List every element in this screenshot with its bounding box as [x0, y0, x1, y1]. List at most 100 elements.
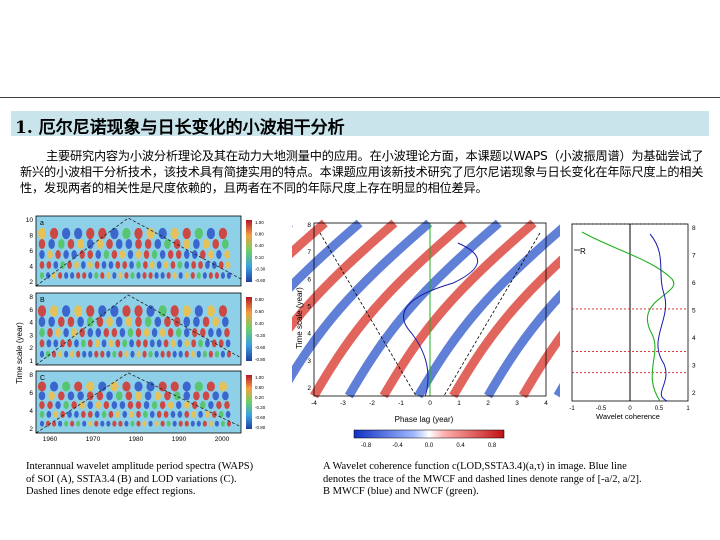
waps-blob — [82, 272, 87, 279]
waps-blob — [190, 350, 195, 358]
waps-colorbar-tick: 1.00 — [255, 375, 264, 380]
waps-blob — [143, 339, 148, 348]
coherence-figure-svg: 8 7 6 5 4 3 2 -4 -3 -2 -1 0 1 2 3 4 Time scale (year) P… — [292, 219, 560, 449]
waps-blob — [158, 305, 167, 317]
waps-blob — [142, 272, 147, 279]
mwcf-y-tick: 3 — [692, 363, 696, 370]
waps-blob — [106, 316, 113, 327]
waps-blob — [226, 272, 232, 279]
coherence-band — [310, 219, 467, 399]
top-rule — [0, 97, 720, 98]
waps-y-tick: 1 — [29, 358, 33, 365]
waps-blob — [37, 381, 47, 392]
waps-blob — [81, 261, 86, 269]
mwcf-x-tick: -0.5 — [596, 406, 607, 412]
waps-blob — [135, 316, 142, 327]
waps-colorbar-tick: 1.00 — [255, 220, 264, 225]
waps-blob — [100, 420, 105, 427]
waps-blob — [37, 305, 47, 317]
waps-colorbar-tick: 0.40 — [255, 243, 264, 248]
waps-blob — [175, 250, 182, 259]
waps-blob — [48, 316, 55, 327]
waps-blob — [208, 401, 214, 410]
waps-blob — [146, 227, 155, 240]
waps-blob — [167, 327, 174, 338]
waps-blob — [196, 350, 201, 358]
waps-blob — [106, 238, 113, 250]
waps-blob — [146, 381, 155, 392]
waps-blob — [194, 381, 203, 392]
coherence-x-label: Phase lag (year) — [395, 415, 454, 424]
coherence-x-tick: -4 — [311, 400, 317, 407]
waps-blob — [74, 381, 83, 392]
waps-blob — [200, 401, 206, 410]
waps-colorbar — [246, 220, 252, 282]
mwcf-figure: 8 7 6 5 4 3 2 -1 -0.5 0 0.5 1 R Wavelet coherence — [566, 218, 712, 423]
waps-blob — [127, 401, 134, 410]
waps-blob — [96, 391, 104, 401]
coherence-y-tick: 5 — [307, 304, 311, 311]
waps-blob — [67, 238, 75, 250]
coherence-x-tick: 0 — [428, 400, 432, 407]
coherence-y-tick: 2 — [307, 385, 311, 392]
waps-blob — [143, 327, 150, 338]
waps-blob — [39, 410, 45, 418]
waps-blob — [191, 261, 196, 269]
waps-blob — [154, 350, 159, 358]
waps-blob — [202, 272, 207, 279]
waps-blob — [77, 316, 84, 327]
waps-blob — [135, 327, 142, 338]
waps-blob — [129, 261, 134, 269]
waps-blob — [135, 391, 142, 401]
waps-blob — [100, 272, 105, 279]
waps-colorbar-tick: 0.20 — [255, 395, 264, 400]
waps-blob — [158, 381, 167, 392]
waps-blob — [45, 350, 51, 358]
waps-blob — [71, 327, 77, 338]
waps-blob — [46, 410, 52, 418]
waps-blob — [110, 227, 119, 240]
waps-blob — [39, 261, 45, 269]
waps-blob — [88, 350, 93, 358]
waps-blob — [94, 350, 99, 358]
waps-blob — [76, 350, 81, 358]
waps-blob — [115, 339, 121, 348]
waps-blob — [184, 327, 190, 338]
waps-blob — [134, 305, 143, 317]
waps-blob — [79, 250, 85, 259]
waps-blob — [106, 272, 111, 279]
caption-right-line: A Wavelet coherence function c(LOD,SSTA3… — [323, 461, 627, 472]
coherence-x-tick: 1 — [457, 400, 461, 407]
waps-blob — [218, 381, 228, 392]
waps-blob — [130, 272, 135, 279]
waps-blob — [136, 420, 141, 427]
waps-blob — [39, 327, 45, 338]
waps-blob — [183, 316, 191, 327]
waps-blob — [184, 261, 190, 269]
waps-blob — [146, 305, 155, 317]
waps-blob — [143, 401, 150, 410]
waps-blob — [224, 401, 230, 410]
waps-blob — [64, 350, 69, 358]
waps-blob — [127, 327, 134, 338]
waps-blob — [82, 350, 87, 358]
waps-blob — [45, 420, 51, 427]
waps-blob — [205, 410, 210, 418]
waps-colorbar-tick: 0.60 — [255, 385, 264, 390]
waps-blob — [149, 261, 155, 269]
waps-panel-b: B8 6 4 3 2 1 0.80 0.60 0.40 -0.20 -0.60 -0.80 — [29, 292, 266, 366]
waps-blob — [177, 410, 183, 418]
waps-colorbar-tick: -0.80 — [255, 425, 266, 430]
waps-blob — [175, 327, 182, 338]
waps-blob — [76, 420, 81, 427]
waps-blob — [151, 401, 158, 410]
waps-blob — [130, 350, 135, 358]
waps-panel-frame — [35, 370, 242, 434]
waps-blob — [106, 391, 113, 401]
waps-blob — [103, 327, 110, 338]
waps-blob — [191, 339, 196, 348]
coherence-colorbar-tick: 0.4 — [456, 443, 465, 449]
waps-blob — [167, 250, 174, 259]
section-title: 厄尔尼诺现象与日长变化的小波相干分析 — [38, 118, 345, 136]
waps-blob — [224, 250, 230, 259]
